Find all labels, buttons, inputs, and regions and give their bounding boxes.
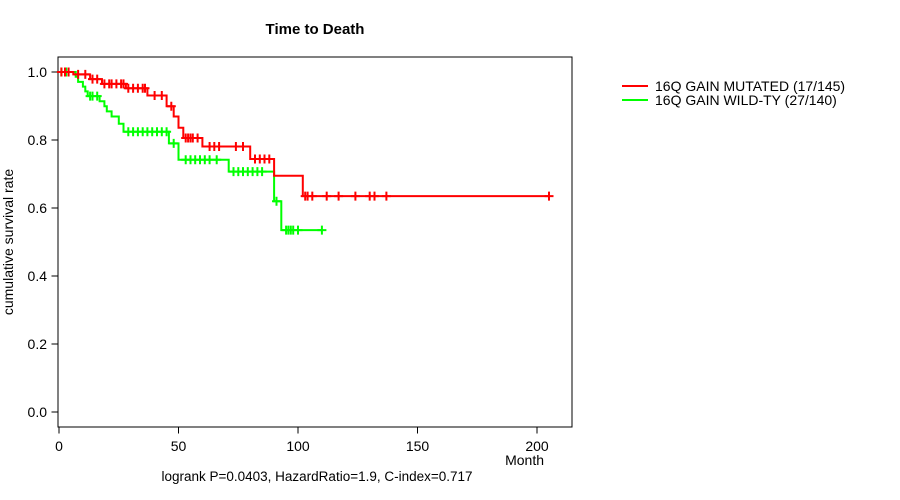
plot-box: [57, 56, 573, 428]
x-tick-label: 150: [406, 438, 430, 454]
chart-title: Time to Death: [266, 21, 365, 38]
x-tick-label: 0: [55, 438, 63, 454]
censor-marks-0: [56, 67, 554, 201]
x-tick-label: 200: [525, 438, 549, 454]
stats-annotation: logrank P=0.0403, HazardRatio=1.9, C-ind…: [161, 469, 472, 484]
x-tick-label: 50: [171, 438, 187, 454]
km-curve-1: [59, 71, 322, 232]
y-tick-label: 0.4: [28, 268, 48, 284]
y-tick-label: 0.2: [28, 336, 48, 352]
x-tick-label: 100: [286, 438, 310, 454]
y-tick-label: 1.0: [28, 64, 48, 80]
y-tick-label: 0.0: [28, 404, 48, 420]
survival-curves: [56, 67, 554, 235]
legend: 16Q GAIN MUTATED (17/145)16Q GAIN WILD-T…: [622, 78, 845, 108]
legend-label-0: 16Q GAIN MUTATED (17/145): [655, 78, 845, 94]
y-tick-label: 0.8: [28, 132, 48, 148]
x-axis-unit-label: Month: [505, 452, 544, 468]
legend-label-1: 16Q GAIN WILD-TY (27/140): [655, 92, 837, 108]
axes: 0.0 0.2 0.4 0.6 0.8 1.0 0 50 100 150 200: [28, 56, 573, 454]
censor-marks-1: [56, 67, 327, 235]
y-axis-label: cumulative survival rate: [0, 169, 16, 315]
y-tick-label: 0.6: [28, 200, 48, 216]
